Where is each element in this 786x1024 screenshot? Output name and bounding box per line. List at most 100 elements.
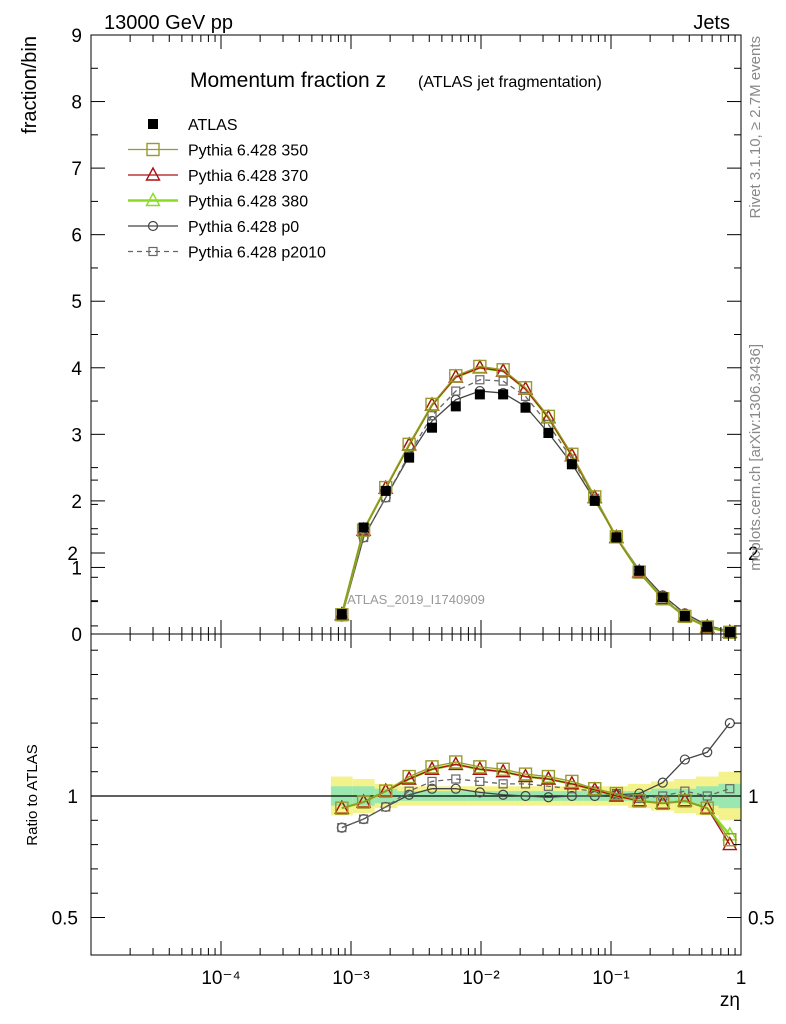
ratio-point-pythia-6-428-p2010 <box>475 776 485 787</box>
ratio-point-pythia-6-428-p2010 <box>658 791 668 801</box>
data-point-pythia-6-428-350 <box>723 625 737 640</box>
data-point-atlas <box>380 485 391 496</box>
legend-label-atlas: ATLAS <box>188 117 238 134</box>
ratio-y-tick-label-right: 2 <box>748 544 759 565</box>
data-point-atlas <box>520 402 531 413</box>
data-point-pythia-6-428-350 <box>425 397 439 412</box>
ratio-point-pythia-6-428-p2010 <box>358 814 369 824</box>
data-point-atlas <box>702 621 713 632</box>
data-point-atlas <box>566 459 577 470</box>
main-subtitle: (ATLAS jet fragmentation) <box>418 74 602 91</box>
data-point-atlas <box>634 565 645 576</box>
mcplots-site-text: mcplots.cern.ch [arXiv:1306.3436] <box>747 344 764 571</box>
ratio-point-pythia-6-428-p0 <box>657 777 668 788</box>
analysis-watermark: ATLAS_2019_I1740909 <box>347 592 485 607</box>
ratio-y-tick-label-right: 1 <box>748 787 759 808</box>
ratio-plot-series <box>334 717 738 851</box>
data-point-pythia-6-428-350 <box>473 359 487 374</box>
data-point-pythia-6-428-350 <box>449 369 463 383</box>
data-point-atlas <box>336 609 347 620</box>
main-y-tick-label: 4 <box>71 359 82 380</box>
x-axis-label: zη <box>720 990 740 1011</box>
ratio-point-pythia-6-428-350 <box>565 774 579 789</box>
data-point-atlas <box>498 389 509 400</box>
ratio-point-pythia-6-428-370 <box>448 755 464 771</box>
data-point-atlas <box>657 592 668 603</box>
ratio-point-pythia-6-428-350 <box>335 801 349 815</box>
data-point-atlas <box>450 401 461 412</box>
data-point-atlas <box>427 422 438 433</box>
ratio-y-tick-label: 0.5 <box>52 909 78 930</box>
ratio-line-pythia-6-428-350 <box>341 761 731 841</box>
header-left: 13000 GeV pp <box>104 12 233 34</box>
legend-marker-pythia-6-428-380 <box>145 192 161 207</box>
ratio-point-pythia-6-428-350 <box>632 794 646 808</box>
main-y-tick-label: 2 <box>71 492 82 513</box>
data-point-atlas <box>611 532 622 543</box>
main-y-tick-label: 9 <box>71 26 82 47</box>
x-tick-label: 10⁻⁴ <box>201 968 240 989</box>
ratio-point-pythia-6-428-350 <box>518 767 533 781</box>
x-tick-label: 10⁻² <box>462 968 500 989</box>
ratio-point-pythia-6-428-p0 <box>520 790 531 802</box>
data-point-pythia-6-428-350 <box>402 437 416 452</box>
data-point-atlas <box>724 627 735 638</box>
ratio-point-pythia-6-428-370 <box>677 792 693 807</box>
ratio-point-pythia-6-428-350 <box>723 833 737 847</box>
main-y-tick-label: 1 <box>71 558 82 579</box>
main-y-tick-label: 6 <box>71 226 82 247</box>
legend-label-pythia-6-428-p2010: Pythia 6.428 p2010 <box>188 245 326 262</box>
legend-label-pythia-6-428-350: Pythia 6.428 350 <box>188 143 308 160</box>
ratio-point-pythia-6-428-370 <box>472 760 488 775</box>
data-point-pythia-6-428-p2010 <box>520 391 531 401</box>
ratio-point-pythia-6-428-p0 <box>498 789 509 800</box>
ratio-point-pythia-6-428-370 <box>517 768 534 783</box>
rivet-version-text: Rivet 3.1.10, ≥ 2.7M events <box>747 36 764 219</box>
ratio-point-pythia-6-428-p0 <box>474 787 485 798</box>
header-right: Jets <box>693 12 730 34</box>
main-y-tick-label: 7 <box>71 159 82 180</box>
ratio-point-pythia-6-428-350 <box>473 760 487 774</box>
main-y-tick-label: 8 <box>71 93 82 114</box>
ratio-point-pythia-6-428-p0 <box>543 792 554 803</box>
main-title: Momentum fraction z <box>190 69 386 92</box>
ratio-y-tick-label: 2 <box>67 544 78 565</box>
data-point-pythia-6-428-350 <box>335 607 349 622</box>
ratio-point-pythia-6-428-350 <box>588 782 602 796</box>
data-point-pythia-6-428-p2010 <box>427 411 437 421</box>
legend: ATLAS Pythia 6.428 350 Pythia 6.428 370 Pyt… <box>128 117 326 262</box>
ratio-point-pythia-6-428-350 <box>496 762 510 776</box>
ratio-point-pythia-6-428-350 <box>379 784 393 798</box>
x-tick-label: 10⁻¹ <box>592 968 630 989</box>
ratio-point-pythia-6-428-p2010 <box>381 802 391 812</box>
main-y-tick-label: 0 <box>71 625 82 646</box>
data-point-pythia-6-428-350 <box>518 381 533 395</box>
data-point-atlas <box>679 611 690 622</box>
main-y-axis-label: fraction/bin <box>19 36 41 134</box>
data-point-atlas <box>543 428 554 439</box>
legend-label-pythia-6-428-p0: Pythia 6.428 p0 <box>188 219 299 236</box>
ratio-point-pythia-6-428-350 <box>541 769 556 784</box>
ratio-point-pythia-6-428-370 <box>378 782 394 797</box>
ratio-point-pythia-6-428-p0 <box>426 783 438 794</box>
legend-label-pythia-6-428-380: Pythia 6.428 380 <box>188 194 308 211</box>
data-point-atlas <box>358 522 369 533</box>
ratio-point-pythia-6-428-350 <box>700 801 714 815</box>
ratio-point-pythia-6-428-p0 <box>566 790 577 802</box>
data-point-pythia-6-428-p2010 <box>475 375 485 385</box>
ratio-y-tick-label: 1 <box>67 787 78 808</box>
legend-marker-pythia-6-428-p2010 <box>148 246 158 257</box>
ratio-point-pythia-6-428-p2010 <box>498 779 508 789</box>
ratio-point-pythia-6-428-p2010 <box>337 822 347 833</box>
ratio-plot-frame <box>90 633 742 956</box>
legend-label-pythia-6-428-370: Pythia 6.428 370 <box>188 168 308 185</box>
ratio-point-pythia-6-428-p0 <box>450 783 461 794</box>
data-point-pythia-6-428-350 <box>541 409 556 424</box>
main-y-tick-label: 3 <box>71 425 82 446</box>
ratio-point-pythia-6-428-p0 <box>702 747 713 758</box>
ratio-point-pythia-6-428-350 <box>656 796 670 810</box>
ratio-point-pythia-6-428-370 <box>722 836 738 851</box>
data-point-atlas <box>404 452 415 463</box>
